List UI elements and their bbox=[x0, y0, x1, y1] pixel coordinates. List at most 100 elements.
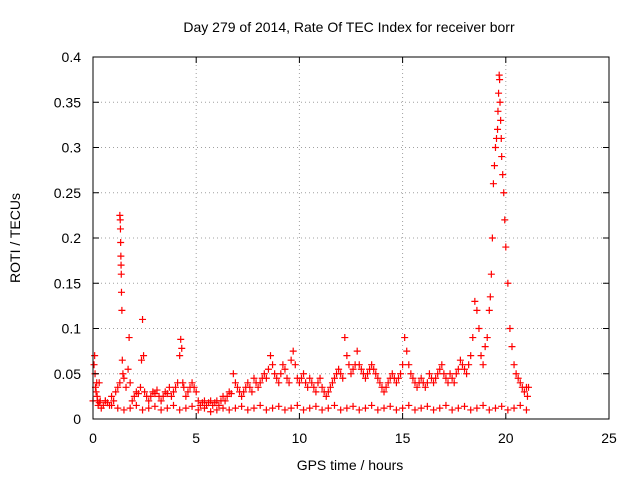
data-point bbox=[184, 388, 192, 396]
y-tick-label: 0.35 bbox=[54, 94, 81, 110]
data-point bbox=[372, 370, 380, 378]
data-point bbox=[324, 404, 332, 412]
data-point bbox=[262, 406, 270, 414]
data-point bbox=[423, 402, 431, 410]
data-point bbox=[117, 239, 125, 247]
data-point bbox=[516, 401, 524, 409]
data-point bbox=[522, 406, 530, 414]
data-point bbox=[231, 404, 239, 412]
data-point bbox=[250, 374, 258, 382]
data-point bbox=[473, 306, 481, 314]
data-points bbox=[89, 71, 533, 416]
data-point bbox=[108, 392, 116, 400]
data-point bbox=[382, 383, 390, 391]
y-tick-label: 0.15 bbox=[54, 275, 81, 291]
data-point bbox=[122, 383, 130, 391]
data-point bbox=[178, 344, 186, 352]
data-point bbox=[169, 401, 177, 409]
data-point bbox=[436, 404, 444, 412]
data-point bbox=[207, 397, 215, 405]
data-point bbox=[219, 404, 227, 412]
data-point bbox=[413, 383, 421, 391]
data-point bbox=[128, 397, 136, 405]
data-point bbox=[95, 379, 103, 387]
data-point bbox=[91, 352, 99, 360]
data-point bbox=[374, 374, 382, 382]
data-point bbox=[392, 379, 400, 387]
data-point bbox=[92, 388, 100, 396]
data-point bbox=[497, 116, 505, 124]
data-point bbox=[293, 401, 301, 409]
axis-ticks bbox=[92, 56, 610, 420]
data-point bbox=[297, 374, 305, 382]
data-point bbox=[494, 125, 502, 133]
data-point bbox=[465, 361, 473, 369]
data-point bbox=[227, 390, 235, 398]
data-point bbox=[326, 383, 334, 391]
data-point bbox=[275, 402, 283, 410]
data-point bbox=[139, 406, 147, 414]
data-point bbox=[248, 388, 256, 396]
data-point bbox=[380, 404, 388, 412]
data-point bbox=[486, 293, 494, 301]
data-point bbox=[157, 397, 165, 405]
data-point bbox=[370, 365, 378, 373]
data-point bbox=[339, 374, 347, 382]
data-point bbox=[376, 379, 384, 387]
data-point bbox=[140, 352, 148, 360]
data-point bbox=[221, 397, 229, 405]
data-point bbox=[489, 180, 497, 188]
data-point bbox=[467, 406, 475, 414]
data-point bbox=[463, 370, 471, 378]
data-point bbox=[117, 270, 125, 278]
data-point bbox=[300, 406, 308, 414]
data-point bbox=[501, 216, 509, 224]
data-point bbox=[176, 406, 184, 414]
data-point bbox=[172, 383, 180, 391]
data-point bbox=[141, 388, 149, 396]
data-point bbox=[302, 379, 310, 387]
data-point bbox=[130, 392, 138, 400]
data-point bbox=[328, 379, 336, 387]
y-tick-label: 0.2 bbox=[62, 230, 82, 246]
data-point bbox=[120, 374, 128, 382]
data-point bbox=[355, 406, 363, 414]
data-point bbox=[368, 401, 376, 409]
data-point bbox=[442, 374, 450, 382]
data-point bbox=[405, 361, 413, 369]
data-point bbox=[281, 406, 289, 414]
data-point bbox=[182, 404, 190, 412]
data-point bbox=[114, 404, 122, 412]
data-point bbox=[510, 361, 518, 369]
data-point bbox=[345, 361, 353, 369]
x-tick-label: 0 bbox=[89, 430, 97, 446]
data-point bbox=[163, 404, 171, 412]
data-point bbox=[182, 392, 190, 400]
data-point bbox=[125, 334, 133, 342]
data-point bbox=[322, 392, 330, 400]
data-point bbox=[446, 370, 454, 378]
data-point bbox=[200, 404, 208, 412]
data-point bbox=[368, 361, 376, 369]
data-point bbox=[157, 406, 165, 414]
data-point bbox=[312, 388, 320, 396]
chart-title: Day 279 of 2014, Rate Of TEC Index for r… bbox=[183, 19, 515, 35]
data-point bbox=[384, 379, 392, 387]
data-point bbox=[200, 397, 208, 405]
y-tick-label: 0.4 bbox=[62, 49, 82, 65]
data-point bbox=[491, 404, 499, 412]
data-point bbox=[409, 374, 417, 382]
data-point bbox=[454, 404, 462, 412]
data-point bbox=[498, 402, 506, 410]
data-point bbox=[508, 343, 516, 351]
data-point bbox=[134, 390, 142, 398]
data-point bbox=[330, 374, 338, 382]
data-point bbox=[502, 243, 510, 251]
data-point bbox=[403, 347, 411, 355]
data-point bbox=[147, 392, 155, 400]
y-tick-label: 0 bbox=[73, 411, 81, 427]
data-point bbox=[525, 383, 533, 391]
data-point bbox=[512, 370, 520, 378]
data-point bbox=[496, 76, 504, 84]
data-point bbox=[289, 347, 297, 355]
